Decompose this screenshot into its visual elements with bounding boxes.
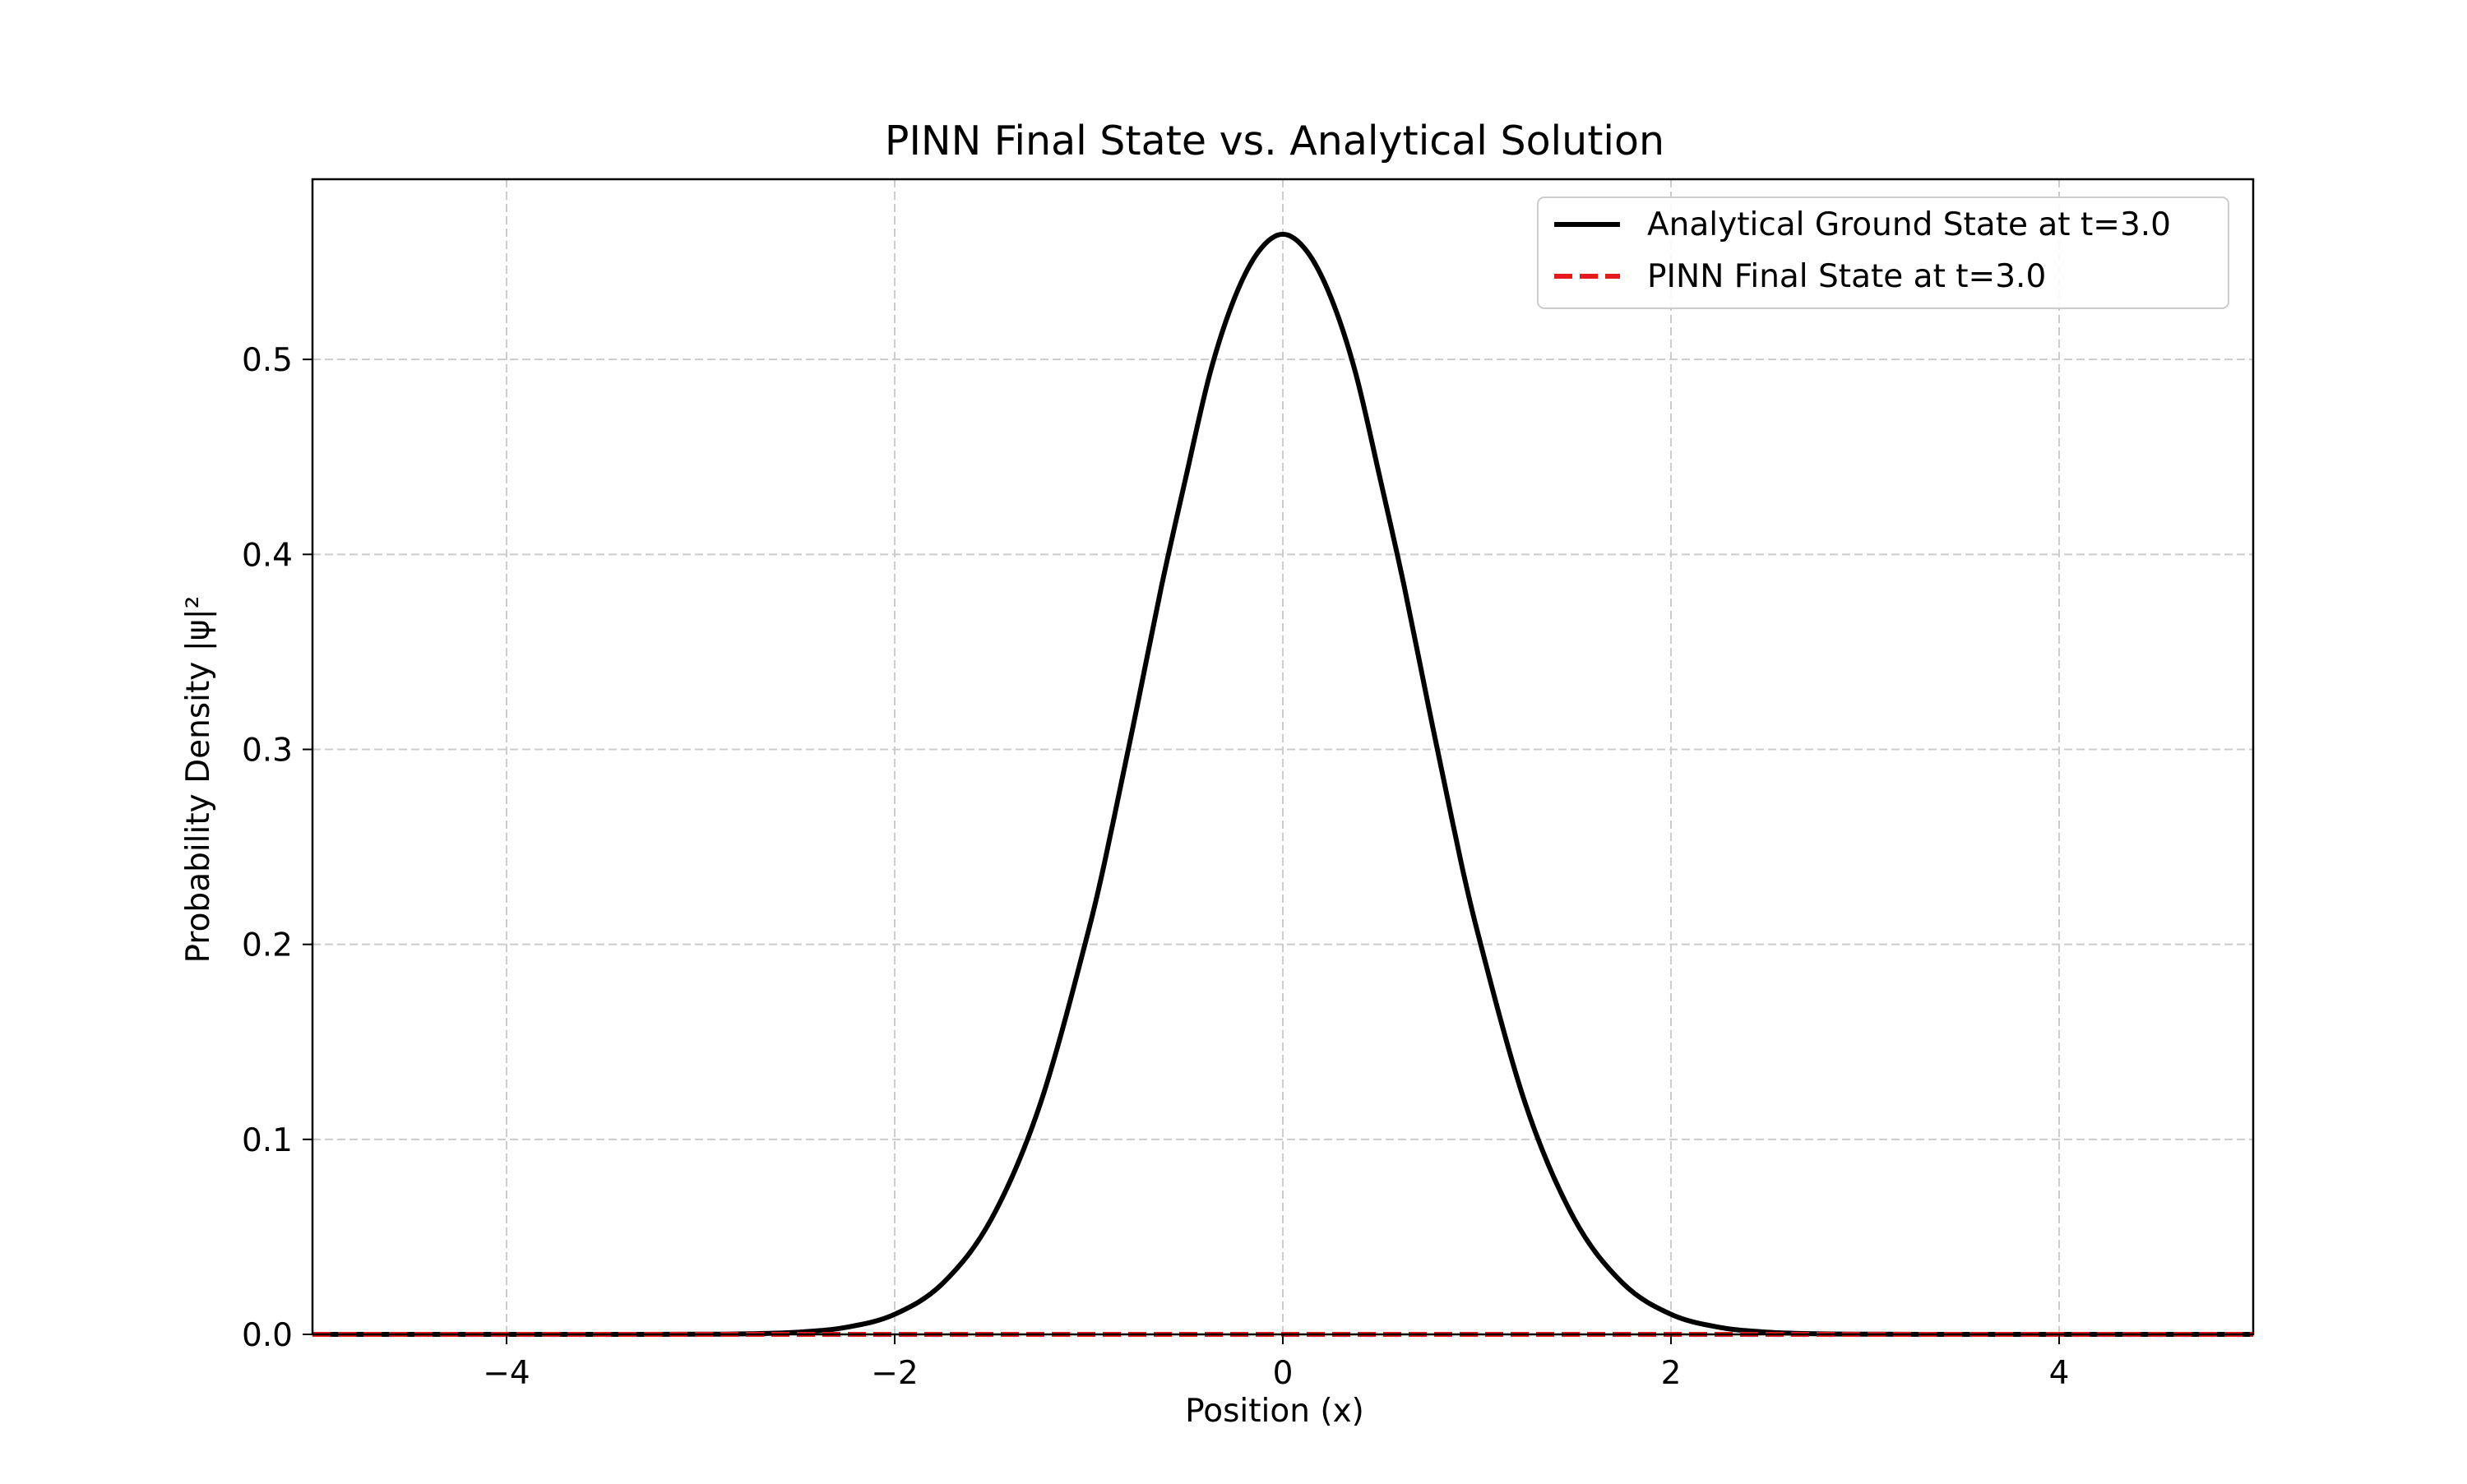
y-tick-label: 0.5	[242, 342, 293, 379]
x-tick-label: −2	[871, 1355, 919, 1392]
y-tick-label: 0.0	[242, 1317, 293, 1354]
x-tick-label: 4	[2049, 1355, 2070, 1392]
y-tick-label: 0.4	[242, 537, 293, 574]
series-line-analytical	[312, 231, 2253, 1338]
legend-box	[1537, 196, 2229, 309]
y-axis-label: Probability Density |ψ|²	[180, 596, 217, 964]
chart-title: PINN Final State vs. Analytical Solution	[885, 118, 1664, 164]
legend-label-analytical: Analytical Ground State at t=3.0	[1647, 206, 2171, 243]
y-tick-label: 0.2	[242, 927, 293, 964]
legend-label-pinn: PINN Final State at t=3.0	[1647, 258, 2046, 295]
y-tick-label: 0.3	[242, 732, 293, 769]
x-tick-label: 2	[1661, 1355, 1682, 1392]
ticks: −4 −2 0 2 4 0.0 0.1 0.2 0.3 0.4 0.5	[242, 342, 2069, 1392]
legend: Analytical Ground State at t=3.0 PINN Fi…	[1537, 196, 2229, 309]
grid	[312, 179, 2253, 1335]
y-tick-label: 0.1	[242, 1122, 293, 1159]
x-tick-label: 0	[1273, 1355, 1294, 1392]
x-axis-label: Position (x)	[1185, 1393, 1364, 1430]
x-tick-label: −4	[483, 1355, 530, 1392]
